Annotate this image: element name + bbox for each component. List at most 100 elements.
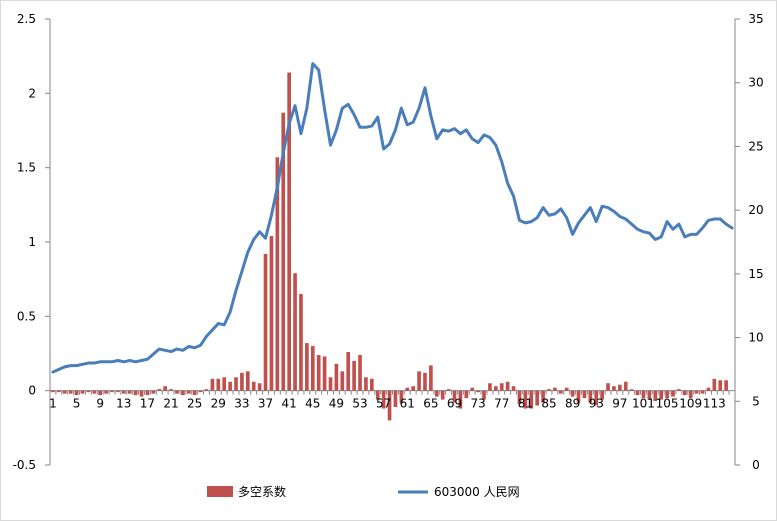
- bar-point: [458, 390, 463, 409]
- bar-point: [470, 387, 475, 391]
- left-tick-label: 2: [28, 86, 36, 100]
- x-tick-label: 57: [376, 397, 391, 411]
- bar-point: [623, 381, 628, 391]
- bar-point: [121, 390, 126, 394]
- bar-point: [192, 390, 197, 396]
- bar-point: [694, 390, 699, 394]
- bar-point: [647, 390, 652, 400]
- bar-point: [240, 372, 244, 391]
- bar-point: [688, 390, 693, 399]
- bar-point: [245, 371, 250, 391]
- left-tick-label: -0.5: [13, 458, 36, 472]
- bar-point: [222, 377, 227, 391]
- right-tick-label: 15: [748, 267, 763, 281]
- x-tick-label: 13: [116, 397, 131, 411]
- bar-point: [334, 363, 339, 391]
- bar-point: [381, 390, 386, 409]
- bar-point: [529, 390, 534, 409]
- x-tick-label: 77: [494, 397, 509, 411]
- bar-point: [234, 377, 238, 391]
- bar-point: [251, 381, 256, 391]
- x-tick-label: 1: [49, 397, 57, 411]
- bar-point: [570, 390, 575, 397]
- left-tick-label: 0: [28, 384, 36, 398]
- bar-point: [635, 390, 640, 396]
- x-tick-label: 73: [470, 397, 485, 411]
- line-series-603000: [51, 62, 734, 374]
- bar-point: [629, 389, 634, 391]
- right-tick-label: 20: [748, 203, 763, 217]
- x-tick-label: 69: [447, 397, 462, 411]
- bar-point: [488, 383, 492, 391]
- bar-point: [600, 390, 604, 400]
- bar-point: [523, 390, 528, 409]
- bar-point: [393, 390, 398, 408]
- bar-point: [535, 390, 540, 406]
- bar-point: [682, 390, 687, 396]
- bar-point: [299, 294, 303, 391]
- bar-point: [340, 371, 345, 391]
- bar-point: [387, 390, 392, 421]
- bar-point: [494, 386, 498, 391]
- bar-point: [269, 236, 274, 391]
- legend-label-line: 603000 人民网: [434, 485, 520, 499]
- bar-point: [186, 390, 191, 394]
- bar-point: [104, 390, 108, 394]
- bar-point: [157, 389, 162, 391]
- right-tick-label: 10: [748, 331, 763, 345]
- bar-point: [541, 390, 545, 403]
- x-tick-label: 113: [703, 397, 726, 411]
- x-tick-label: 33: [234, 397, 249, 411]
- bar-point: [169, 389, 173, 391]
- bar-point: [440, 390, 445, 400]
- bar-point: [216, 378, 221, 391]
- x-tick-label: 85: [541, 397, 556, 411]
- bar-point: [677, 389, 681, 391]
- bar-point: [51, 390, 55, 393]
- bar-series-duokong: [51, 72, 728, 421]
- bar-point: [86, 390, 91, 393]
- x-tick-label: 29: [211, 397, 226, 411]
- bar-point: [653, 390, 658, 402]
- bar-point: [576, 390, 581, 403]
- bar-point: [517, 390, 522, 405]
- bar-point: [564, 387, 569, 391]
- bar-point: [133, 390, 138, 396]
- x-tick-label: 49: [329, 397, 344, 411]
- bar-point: [671, 390, 675, 397]
- bar-point: [322, 356, 327, 391]
- right-tick-label: 35: [748, 12, 763, 26]
- x-tick-label: 61: [400, 397, 415, 411]
- left-tick-label: 0.5: [17, 309, 36, 323]
- bar-point: [181, 390, 185, 396]
- bar-point: [352, 360, 356, 391]
- x-tick-label: 89: [565, 397, 580, 411]
- bar-point: [476, 390, 480, 393]
- legend-swatch-bar: [207, 486, 233, 497]
- bar-point: [98, 390, 103, 396]
- bar-point: [594, 390, 599, 406]
- bar-point: [434, 390, 439, 397]
- bar-point: [198, 390, 203, 393]
- bar-point: [316, 354, 321, 391]
- legend-label-bar: 多空系数: [238, 484, 286, 499]
- right-tick-label: 25: [748, 139, 763, 153]
- bar-point: [505, 381, 510, 391]
- bar-point: [452, 390, 457, 403]
- x-tick-label: 81: [518, 397, 533, 411]
- x-tick-label: 45: [305, 397, 320, 411]
- bar-point: [411, 386, 415, 391]
- bar-point: [204, 389, 209, 391]
- bar-point: [328, 377, 333, 391]
- bar-point: [405, 387, 410, 391]
- bar-point: [423, 372, 427, 391]
- line-path: [51, 62, 734, 374]
- bar-point: [588, 390, 593, 403]
- bar-point: [151, 390, 156, 394]
- bar-point: [257, 383, 262, 391]
- bar-point: [511, 386, 516, 391]
- bar-point: [547, 389, 551, 391]
